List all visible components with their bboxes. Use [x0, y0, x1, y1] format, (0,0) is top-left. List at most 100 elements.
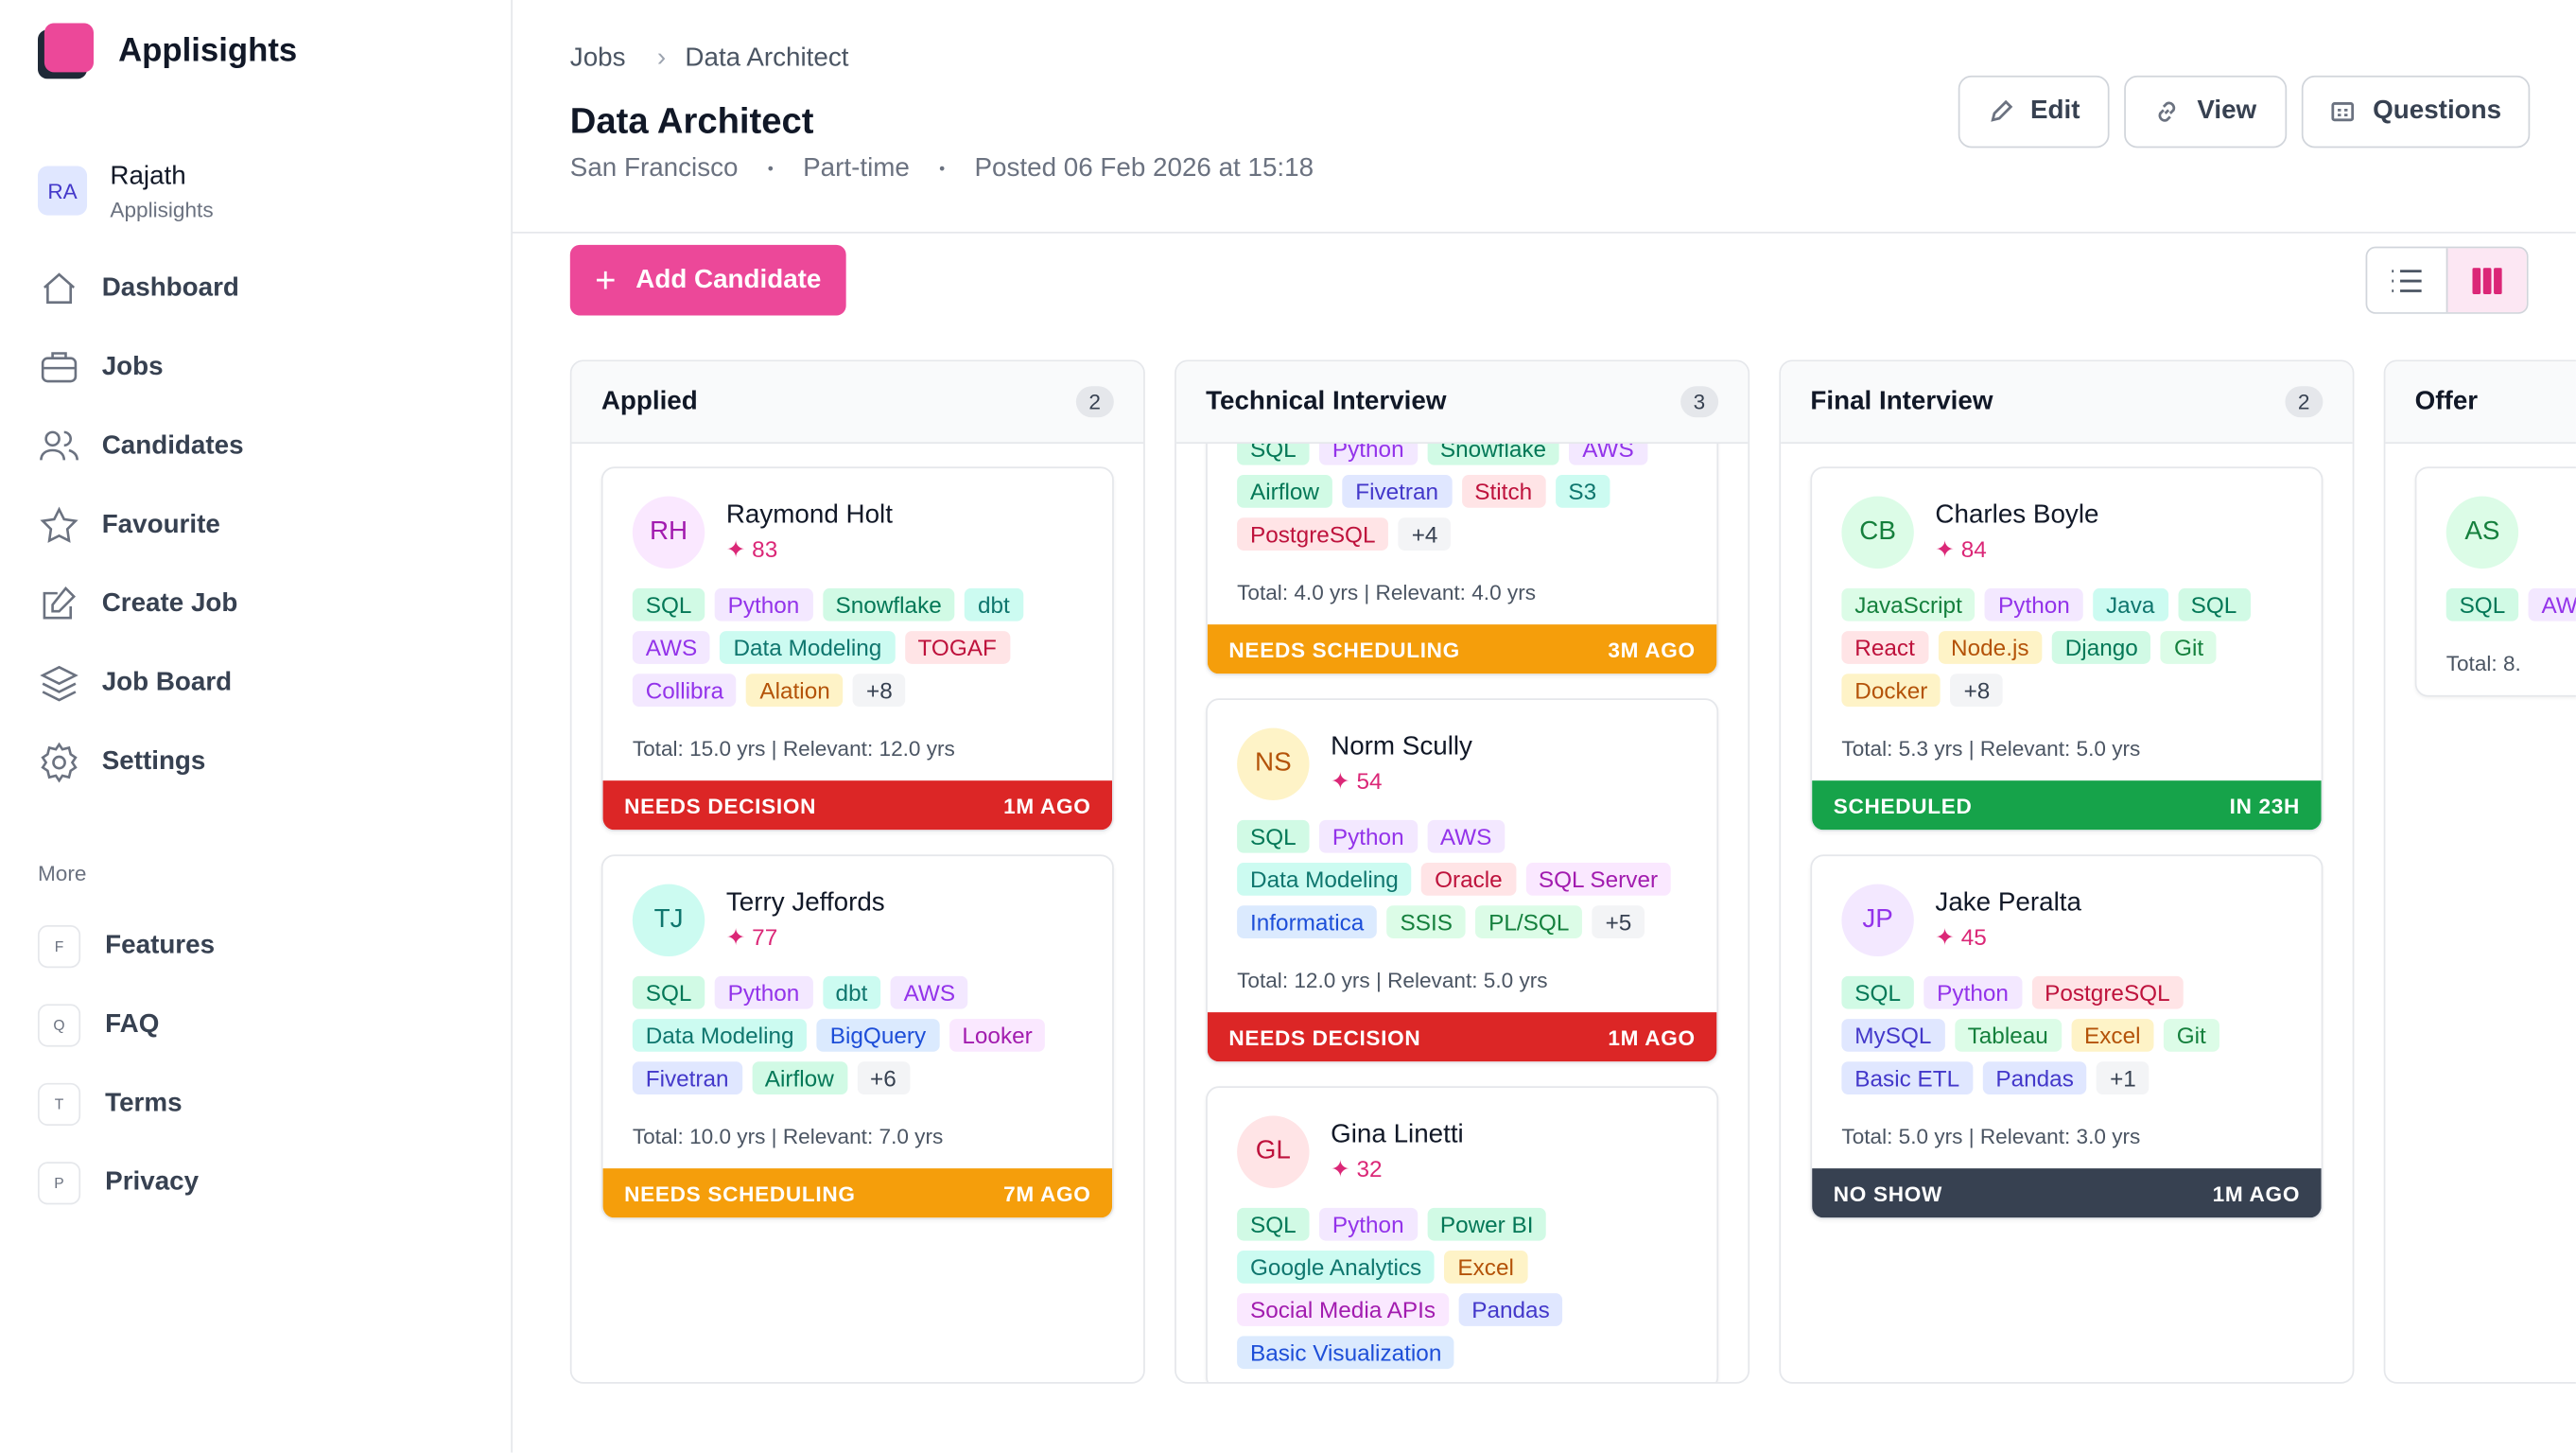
skill-tag: SQL	[632, 587, 705, 621]
skill-tags: SQL Python PostgreSQL MySQL Tableau Excel Git B…	[1841, 975, 2291, 1094]
candidate-info: Jake Peralta ✦ 45	[1935, 889, 2081, 952]
experience: Total: 12.0 yrs | Relevant: 5.0 yrs	[1237, 968, 1548, 993]
column-body: SQL Python Snowflake AWS Airflow Fivetran Stit…	[1176, 444, 1749, 1382]
board-view[interactable]	[2445, 248, 2527, 313]
nav-item[interactable]: Candidates	[38, 422, 481, 471]
add-candidate-button[interactable]: + Add Candidate	[569, 244, 846, 316]
skill-tag: Alation	[746, 674, 844, 707]
nav-item[interactable]: Settings	[38, 738, 481, 787]
skill-tag: S3	[1555, 475, 1610, 508]
status: NEEDS DECISION	[1228, 1024, 1421, 1050]
user-avatar: RA	[37, 166, 88, 216]
candidate-score: ✦ 54	[1331, 767, 1472, 796]
label: View	[2197, 96, 2257, 126]
skill-tag: SQL Server	[1525, 863, 1671, 896]
skill-tag: Excel	[2071, 1019, 2154, 1052]
column: Final Interview 2 CB Charles Boyle ✦ 84 JavaSc…	[1779, 359, 2355, 1384]
card-content: TJ Terry Jeffords ✦ 77 SQL Python dbt AWS Data M…	[603, 856, 1113, 1168]
candidate-avatar: TJ	[632, 884, 705, 957]
status: NO SHOW	[1833, 1181, 1942, 1206]
skill-tag: Python	[1318, 444, 1418, 465]
skill-tag: Python	[714, 587, 813, 621]
nav-item[interactable]: Job Board	[38, 659, 481, 709]
user-org: Applisights	[110, 197, 214, 222]
more-skills: +1	[2097, 1061, 2150, 1094]
user-name: Rajath	[110, 162, 186, 191]
edit-button[interactable]: Edit	[1958, 75, 2110, 149]
skill-tag: dbt	[822, 975, 881, 1009]
nav-item[interactable]: Dashboard	[38, 265, 481, 314]
breadcrumb[interactable]: Jobs	[569, 44, 626, 73]
experience: Total: 5.0 yrs | Relevant: 3.0 yrs	[1841, 1124, 2141, 1149]
skill-tags: JavaScript Python Java SQL React Node.js Djang…	[1841, 587, 2291, 707]
skill-tag: PostgreSQL	[1237, 517, 1389, 551]
score-value: 84	[1960, 535, 1987, 563]
candidate-score: ✦ 32	[1331, 1155, 1464, 1183]
skill-tags: SQL Python dbt AWS Data Modeling BigQuery Look…	[632, 975, 1083, 1094]
view-button[interactable]: View	[2124, 75, 2288, 149]
column: OfferASSQLAWSKafkaTotal: 8.	[2383, 359, 2576, 1384]
status-bar: NO SHOW 1M AGO	[1812, 1168, 2322, 1218]
breadcrumb: Data Architect	[685, 44, 849, 73]
card-content: JP Jake Peralta ✦ 45 SQL Python PostgreSQL MySQ…	[1812, 856, 2322, 1168]
skill-tag: Fivetran	[1342, 475, 1452, 508]
job-title: Data Architect	[569, 99, 814, 142]
candidate-card[interactable]: RH Raymond Holt ✦ 83 SQL Python Snowflake dbt AW…	[600, 466, 1114, 832]
skill-tags: SQL Python Snowflake dbt AWS Data Modeling TOG…	[632, 587, 1083, 707]
more-label: Privacy	[105, 1168, 200, 1197]
candidate-card[interactable]: CB Charles Boyle ✦ 84 JavaScript Python Java SQ…	[1810, 466, 2324, 832]
more-label: Terms	[105, 1089, 183, 1118]
candidate-card[interactable]: SQL Python Snowflake AWS Airflow Fivetran Stit…	[1206, 444, 1719, 675]
skill-tags: SQLAWSKafka	[2445, 587, 2576, 621]
skill-tag: Fivetran	[632, 1061, 742, 1094]
card-content: SQL Python Snowflake AWS Airflow Fivetran Stit…	[1208, 444, 1717, 624]
questions-button[interactable]: Questions	[2301, 75, 2531, 149]
score-value: 45	[1960, 923, 1987, 951]
card-header: NS Norm Scully ✦ 54	[1237, 727, 1687, 801]
more-item[interactable]: F Features	[37, 925, 216, 969]
candidate-info: Raymond Holt ✦ 83	[726, 501, 893, 564]
candidate-avatar: JP	[1841, 884, 1914, 957]
more-item[interactable]: Q FAQ	[37, 1004, 160, 1047]
skill-tag: Stitch	[1461, 475, 1546, 508]
skill-tag: SQL	[2445, 587, 2519, 621]
status-bar: NEEDS SCHEDULING 7M AGO	[602, 1168, 1113, 1218]
list-view[interactable]	[2367, 248, 2445, 312]
job-meta: San Francisco • Part-time • Posted 06 Feb 20…	[570, 154, 1314, 187]
status-bar: NEEDS DECISION 1M AGO	[1207, 1012, 1717, 1062]
candidate-card[interactable]: JP Jake Peralta ✦ 45 SQL Python PostgreSQL MySQ…	[1810, 854, 2324, 1220]
status: NEEDS SCHEDULING	[1228, 637, 1460, 662]
candidate-card[interactable]: ASSQLAWSKafkaTotal: 8.	[2414, 466, 2576, 697]
brand: Applisights	[118, 32, 298, 69]
skill-tag: Python	[1318, 1207, 1418, 1241]
nav-item[interactable]: Create Job	[38, 580, 481, 629]
separator-dot: •	[767, 161, 774, 180]
candidate-name: Raymond Holt	[725, 500, 893, 530]
more-label: Features	[105, 931, 216, 960]
score-icon: ✦	[725, 535, 746, 563]
nav-item[interactable]: Favourite	[38, 501, 481, 551]
status: NEEDS SCHEDULING	[624, 1181, 856, 1206]
candidate-card[interactable]: TJ Terry Jeffords ✦ 77 SQL Python dbt AWS Data M…	[600, 854, 1114, 1220]
skill-tag: SQL	[632, 975, 705, 1009]
more-item[interactable]: P Privacy	[37, 1162, 200, 1205]
candidate-avatar: CB	[1841, 496, 1914, 569]
nav-item[interactable]: Jobs	[38, 343, 481, 393]
skill-tag: Python	[1923, 975, 2022, 1009]
card-content: GL Gina Linetti ✦ 32 SQL Python Power BI Google…	[1208, 1088, 1717, 1382]
candidate-card[interactable]: GL Gina Linetti ✦ 32 SQL Python Power BI Google…	[1206, 1086, 1719, 1382]
candidate-card[interactable]: NS Norm Scully ✦ 54 SQL Python AWS Data Modelin…	[1206, 698, 1719, 1063]
score-value: 77	[752, 923, 778, 951]
skill-tag: Java	[2093, 587, 2168, 621]
column-header: Applied 2	[571, 361, 1144, 445]
skill-tag: TOGAF	[904, 631, 1010, 664]
letter-badge: Q	[37, 1004, 81, 1047]
nav-label: Job Board	[101, 669, 233, 697]
nav-label: Settings	[101, 747, 206, 776]
card-header: RH Raymond Holt ✦ 83	[632, 496, 1083, 569]
more-item[interactable]: T Terms	[37, 1082, 183, 1126]
skill-tag: SQL	[1237, 1207, 1310, 1241]
nav-icon	[40, 506, 78, 543]
card-content: CB Charles Boyle ✦ 84 JavaScript Python Java SQ…	[1812, 468, 2322, 780]
more-label: FAQ	[105, 1010, 160, 1039]
